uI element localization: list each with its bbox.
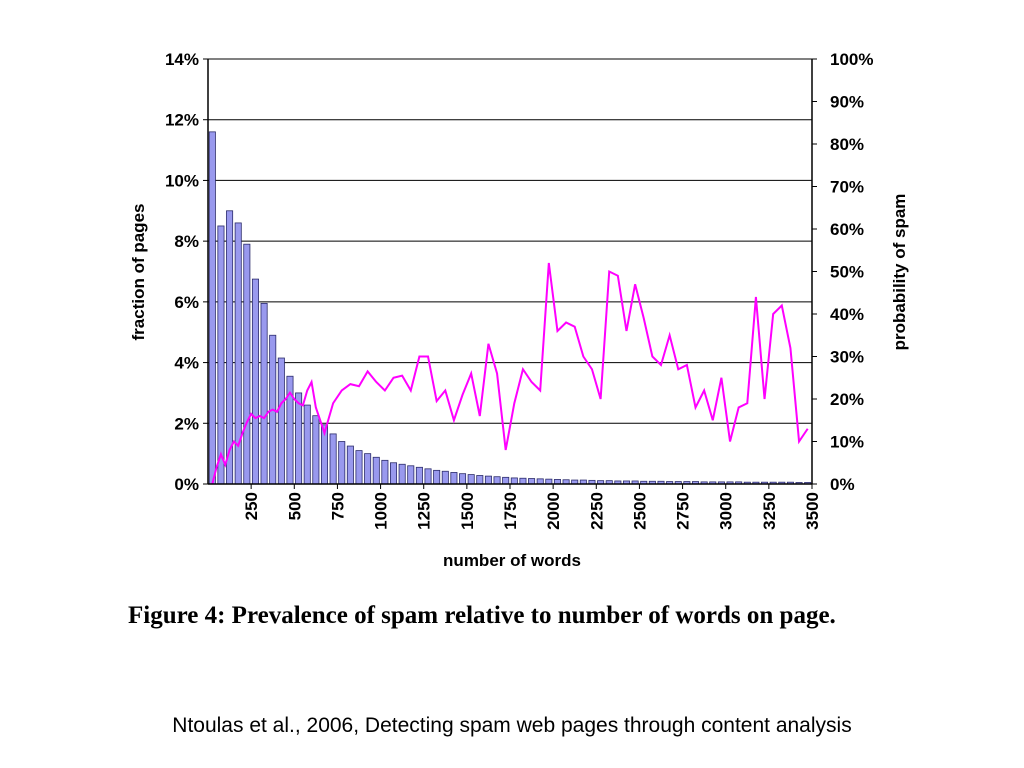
right-tick-label-9: 90% <box>830 93 864 112</box>
bar-24 <box>415 466 423 485</box>
bar-26 <box>433 469 441 485</box>
x-axis-tick-labels: 250 500 750 1000 1250 1500 1750 2000 2250 2500 275… <box>242 492 822 530</box>
x-tick-label-7: 2000 <box>544 492 563 530</box>
x-tick-label-3: 1000 <box>372 492 391 530</box>
x-tick-label-9: 2500 <box>630 492 649 530</box>
bar-18 <box>364 453 372 485</box>
bar-series-fraction-of-pages <box>208 131 812 485</box>
bar-22 <box>398 463 406 485</box>
x-tick-label-13: 3500 <box>803 492 822 530</box>
bar-36 <box>519 477 527 485</box>
left-tick-label-7: 14% <box>165 50 199 69</box>
bar-6 <box>260 302 268 485</box>
bar-1 <box>217 225 225 485</box>
x-tick-label-0: 250 <box>242 492 261 520</box>
left-tick-label-3: 6% <box>174 293 199 312</box>
x-tick-label-11: 3000 <box>717 492 736 530</box>
left-axis-label: fraction of pages <box>129 204 148 341</box>
right-tick-label-2: 20% <box>830 390 864 409</box>
x-tick-label-4: 1250 <box>415 492 434 530</box>
bar-5 <box>251 278 259 485</box>
gridlines <box>208 58 812 424</box>
bar-32 <box>484 475 492 485</box>
bar-21 <box>390 462 398 485</box>
bar-30 <box>467 474 475 485</box>
left-tick-label-2: 4% <box>174 354 199 373</box>
bar-23 <box>407 465 415 485</box>
bar-33 <box>493 476 501 485</box>
right-tick-label-1: 10% <box>830 433 864 452</box>
right-tick-label-5: 50% <box>830 263 864 282</box>
axes <box>203 58 817 489</box>
bar-10 <box>295 392 303 485</box>
left-axis-tick-labels: 0% 2% 4% 6% 8% 10% 12% 14% <box>165 50 199 494</box>
bar-35 <box>510 477 518 485</box>
bar-19 <box>372 456 380 485</box>
right-tick-label-8: 80% <box>830 135 864 154</box>
bar-38 <box>536 478 544 485</box>
bar-0 <box>208 131 216 485</box>
right-tick-label-3: 30% <box>830 348 864 367</box>
bar-28 <box>450 472 458 485</box>
line-series-probability-of-spam <box>211 262 809 485</box>
right-tick-label-0: 0% <box>830 475 855 494</box>
bar-27 <box>441 470 449 485</box>
x-tick-label-8: 2250 <box>587 492 606 530</box>
right-tick-label-7: 70% <box>830 178 864 197</box>
left-tick-label-6: 12% <box>165 111 199 130</box>
left-tick-label-1: 2% <box>174 414 199 433</box>
bar-34 <box>502 476 510 485</box>
bar-29 <box>459 473 467 485</box>
x-tick-label-6: 1750 <box>501 492 520 530</box>
left-tick-label-5: 10% <box>165 171 199 190</box>
bar-15 <box>338 441 346 485</box>
right-tick-label-4: 40% <box>830 305 864 324</box>
bar-37 <box>528 478 536 485</box>
x-tick-label-5: 1500 <box>458 492 477 530</box>
left-tick-label-0: 0% <box>174 475 199 494</box>
source-citation: Ntoulas et al., 2006, Detecting spam web… <box>172 714 852 737</box>
right-axis-label: probability of spam <box>890 194 909 351</box>
right-tick-label-10: 100% <box>830 50 873 69</box>
bar-31 <box>476 475 484 485</box>
left-tick-label-4: 8% <box>174 232 199 251</box>
bar-20 <box>381 459 389 485</box>
bar-14 <box>329 433 337 485</box>
bar-17 <box>355 450 363 485</box>
bar-12 <box>312 415 320 485</box>
right-axis-tick-labels: 0% 10% 20% 30% 40% 50% 60% 70% 80% 90% 100% <box>830 50 873 494</box>
bar-8 <box>277 357 285 485</box>
x-tick-label-1: 500 <box>285 492 304 520</box>
bar-11 <box>303 404 311 485</box>
bar-2 <box>226 210 234 485</box>
spam-prevalence-chart: 0% 2% 4% 6% 8% 10% 12% 14% 0% 10% 20% 30% 40% 50% 60%… <box>129 50 909 570</box>
figure-caption: Figure 4: Prevalence of spam relative to… <box>128 602 836 629</box>
x-tick-label-10: 2750 <box>674 492 693 530</box>
x-tick-label-2: 750 <box>328 492 347 520</box>
x-axis-label: number of words <box>443 551 581 570</box>
x-tick-label-12: 3250 <box>760 492 779 530</box>
right-tick-label-6: 60% <box>830 220 864 239</box>
bar-4 <box>243 243 251 485</box>
bar-16 <box>346 445 354 485</box>
bar-25 <box>424 468 432 485</box>
